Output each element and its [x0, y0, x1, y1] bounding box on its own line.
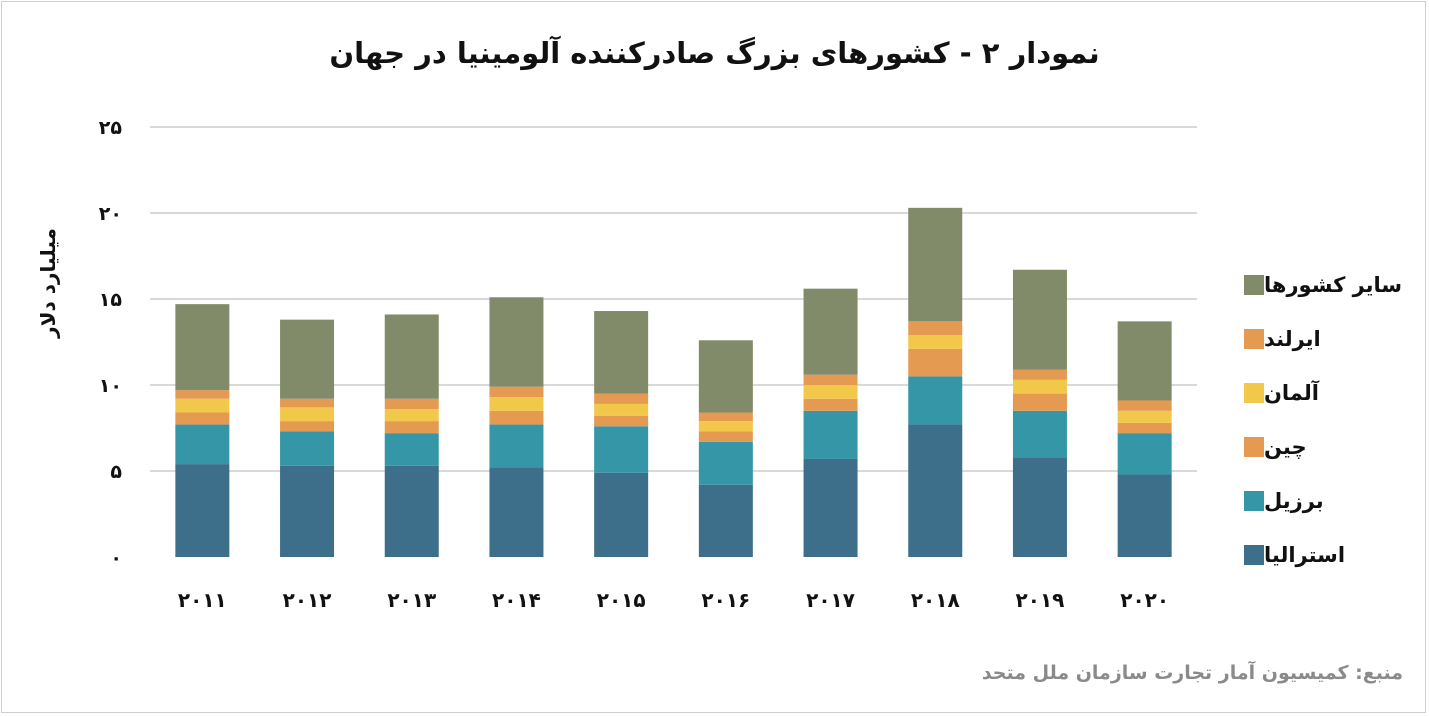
bar-segment	[280, 431, 335, 466]
x-tick-label: ۲۰۱۶	[701, 588, 750, 612]
legend-swatch	[1244, 491, 1264, 511]
chart-legend: سایر کشورها ایرلند آلمان چین برزیل استرالیا	[1232, 258, 1407, 582]
x-tick-label: ۲۰۱۹	[1016, 588, 1065, 612]
bar-segment	[280, 465, 335, 557]
source-note: منبع: کمیسیون آمار تجارت سازمان ملل متحد	[981, 662, 1403, 684]
bar-segment	[489, 467, 544, 557]
bar-segment	[594, 311, 649, 394]
x-tick-label: ۲۰۲۰	[1120, 588, 1169, 612]
bar-segment	[1117, 321, 1172, 401]
bar-segment	[803, 288, 858, 375]
x-tick-label: ۲۰۱۵	[597, 588, 646, 612]
bar-segment	[698, 484, 753, 557]
bar-segment	[803, 458, 858, 557]
legend-swatch	[1244, 329, 1264, 349]
bar-segment	[384, 421, 439, 434]
legend-swatch	[1244, 437, 1264, 457]
bar-segment	[908, 207, 963, 322]
bar-segment	[1012, 410, 1067, 458]
y-tick-label: ۰	[110, 547, 122, 569]
bar-segment	[175, 412, 230, 425]
legend-label: ایرلند	[1264, 327, 1321, 351]
bar-segment	[1117, 400, 1172, 411]
bar-segment	[384, 409, 439, 422]
bar-segment	[384, 465, 439, 557]
bar-segment	[908, 321, 963, 336]
bar-segment	[908, 424, 963, 557]
bar-segment	[280, 398, 335, 408]
bar-segment	[1012, 379, 1067, 394]
bar-segment	[594, 393, 649, 404]
bar-segment	[175, 390, 230, 399]
bar-segment	[908, 335, 963, 349]
bar-segment	[803, 385, 858, 399]
bar-segment	[175, 424, 230, 465]
bar-segment	[1012, 369, 1067, 380]
x-tick-label: ۲۰۱۴	[492, 588, 541, 612]
y-tick-label: ۱۰	[99, 375, 122, 397]
bar-segment	[1117, 433, 1172, 475]
bar-segment	[698, 340, 753, 413]
bar-segment	[384, 398, 439, 410]
x-tick-label: ۲۰۱۳	[387, 588, 436, 612]
bar-segment	[1117, 474, 1172, 557]
bar-segment	[908, 348, 963, 377]
bar-segment	[698, 441, 753, 485]
bar-segment	[489, 386, 544, 398]
bar-segment	[384, 314, 439, 399]
legend-swatch	[1244, 275, 1264, 295]
legend-swatch	[1244, 545, 1264, 565]
bar-segment	[803, 374, 858, 385]
bar-segment	[489, 410, 544, 425]
legend-item: برزیل	[1232, 474, 1407, 528]
bar-segment	[1012, 393, 1067, 411]
bar-segment	[803, 398, 858, 411]
legend-label: چین	[1264, 435, 1307, 459]
y-tick-label: ۲۵	[99, 117, 123, 139]
bar-segment	[1012, 269, 1067, 370]
legend-label: استرالیا	[1264, 543, 1346, 567]
bar-segment	[1117, 422, 1172, 434]
bar-segment	[594, 403, 649, 416]
y-tick-label: ۱۵	[99, 289, 123, 311]
legend-item: استرالیا	[1232, 528, 1407, 582]
bar-segment	[489, 297, 544, 387]
bar-segment	[175, 304, 230, 391]
legend-swatch	[1244, 383, 1264, 403]
bar-segment	[698, 421, 753, 432]
bar-segment	[280, 407, 335, 422]
bar-segment	[280, 319, 335, 399]
bar-segment	[594, 415, 649, 427]
bar-segment	[698, 431, 753, 442]
bar-segment	[384, 433, 439, 466]
legend-item: آلمان	[1232, 366, 1407, 420]
x-tick-label: ۲۰۱۷	[806, 588, 855, 612]
bar-segment	[698, 412, 753, 422]
bar-segment	[175, 398, 230, 413]
x-tick-label: ۲۰۱۸	[911, 588, 960, 612]
bar-segment	[1012, 457, 1067, 557]
bar-segment	[594, 426, 649, 473]
bar-segment	[908, 376, 963, 425]
bar-segment	[175, 464, 230, 557]
legend-item: سایر کشورها	[1232, 258, 1407, 312]
y-tick-label: ۲۰	[99, 203, 122, 225]
bar-segment	[489, 424, 544, 468]
bar-segment	[803, 410, 858, 459]
x-tick-label: ۲۰۱۲	[283, 588, 332, 612]
legend-label: آلمان	[1264, 381, 1319, 405]
legend-label: سایر کشورها	[1264, 273, 1403, 297]
legend-item: چین	[1232, 420, 1407, 474]
legend-item: ایرلند	[1232, 312, 1407, 366]
y-tick-label: ۵	[110, 461, 122, 483]
legend-label: برزیل	[1264, 489, 1324, 513]
bar-segment	[1117, 410, 1172, 423]
x-tick-label: ۲۰۱۱	[178, 588, 227, 612]
chart-title: نمودار ۲ - کشورهای بزرگ صادرکننده آلومین…	[329, 36, 1100, 70]
bar-segment	[280, 421, 335, 432]
bar-segment	[594, 472, 649, 557]
bar-segment	[489, 397, 544, 411]
